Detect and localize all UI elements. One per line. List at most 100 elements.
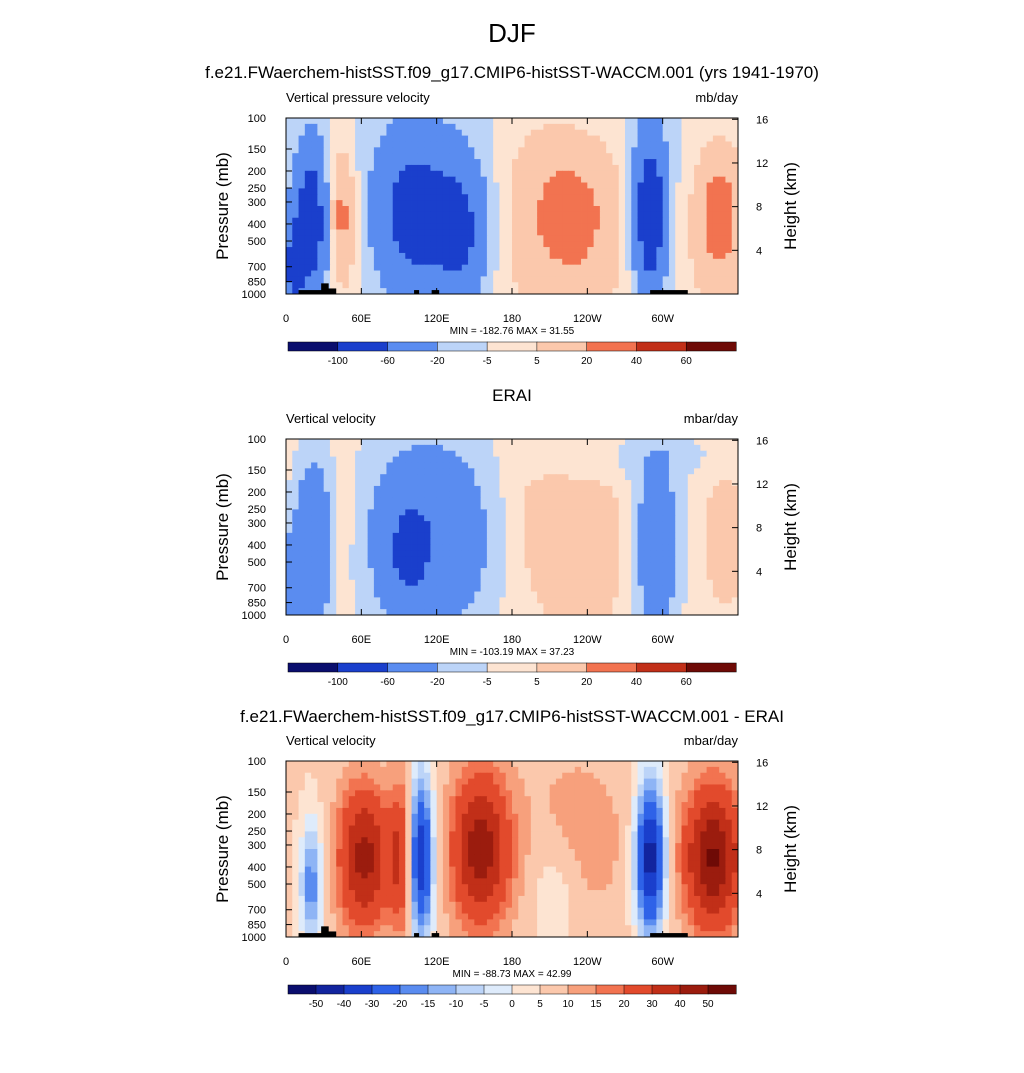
field-cell — [418, 200, 425, 206]
field-cell — [380, 603, 387, 609]
field-cell — [694, 533, 701, 539]
field-cell — [487, 247, 494, 253]
field-cell — [405, 492, 412, 498]
field-cell — [393, 165, 400, 171]
field-cell — [638, 200, 645, 206]
field-cell — [569, 474, 576, 480]
field-cell — [487, 218, 494, 224]
field-cell — [587, 562, 594, 568]
field-cell — [399, 515, 406, 521]
field-cell — [619, 550, 626, 556]
field-cell — [299, 271, 306, 277]
field-cell — [305, 153, 312, 159]
field-cell — [619, 224, 626, 230]
field-cell — [412, 462, 419, 468]
y-tick-label: 850 — [248, 598, 266, 610]
field-cell — [393, 159, 400, 165]
field-cell — [625, 183, 632, 189]
colorbar-label: -100 — [328, 677, 348, 688]
field-cell — [594, 247, 601, 253]
field-cell — [286, 509, 293, 515]
field-cell — [619, 439, 626, 445]
field-cell — [562, 253, 569, 259]
field-cell — [481, 556, 488, 562]
field-cell — [292, 562, 299, 568]
field-cell — [575, 235, 582, 241]
field-cell — [569, 188, 576, 194]
field-cell — [399, 761, 406, 767]
field-cell — [725, 609, 732, 615]
field-cell — [336, 265, 343, 271]
colorbar-label: -5 — [483, 677, 492, 688]
field-cell — [386, 592, 393, 598]
field-cell — [493, 159, 500, 165]
field-cell — [317, 796, 324, 802]
field-cell — [606, 451, 613, 457]
field-cell — [418, 124, 425, 130]
field-cell — [581, 147, 588, 153]
field-cell — [587, 580, 594, 586]
field-cell — [299, 580, 306, 586]
field-cell — [292, 130, 299, 136]
field-cell — [675, 784, 682, 790]
field-cell — [430, 597, 437, 603]
field-cell — [468, 445, 475, 451]
field-cell — [575, 165, 582, 171]
field-cell — [719, 130, 726, 136]
field-cell — [606, 457, 613, 463]
field-cell — [594, 259, 601, 265]
field-cell — [581, 586, 588, 592]
field-cell — [412, 498, 419, 504]
field-cell — [499, 445, 506, 451]
field-cell — [562, 527, 569, 533]
field-cell — [330, 545, 337, 551]
field-cell — [506, 200, 513, 206]
field-cell — [619, 609, 626, 615]
y-right-tick-label: 4 — [756, 245, 762, 257]
field-cell — [336, 773, 343, 779]
field-cell — [719, 282, 726, 288]
field-cell — [600, 603, 607, 609]
field-cell — [330, 533, 337, 539]
field-cell — [531, 480, 538, 486]
field-cell — [550, 784, 557, 790]
field-cell — [462, 761, 469, 767]
field-cell — [663, 586, 670, 592]
field-cell — [638, 592, 645, 598]
field-cell — [286, 212, 293, 218]
field-cell — [537, 568, 544, 574]
field-cell — [656, 212, 663, 218]
field-cell — [324, 259, 331, 265]
field-cell — [499, 603, 506, 609]
field-cell — [531, 194, 538, 200]
field-cell — [694, 276, 701, 282]
field-cell — [550, 188, 557, 194]
field-cell — [543, 457, 550, 463]
panel-3-title: f.e21.FWaerchem-histSST.f09_g17.CMIP6-hi… — [0, 707, 1024, 727]
field-cell — [725, 136, 732, 142]
field-cell — [543, 276, 550, 282]
field-cell — [625, 468, 632, 474]
field-cell — [707, 568, 714, 574]
field-cell — [644, 253, 651, 259]
colorbar-swatch — [587, 663, 637, 672]
field-cell — [581, 141, 588, 147]
field-cell — [594, 276, 601, 282]
field-cell — [531, 790, 538, 796]
field-cell — [575, 147, 582, 153]
field-cell — [474, 118, 481, 124]
field-cell — [612, 784, 619, 790]
field-cell — [299, 767, 306, 773]
field-cell — [518, 486, 525, 492]
field-cell — [305, 183, 312, 189]
field-cell — [481, 124, 488, 130]
y-tick-label: 250 — [248, 183, 266, 195]
field-cell — [650, 159, 657, 165]
field-cell — [355, 492, 362, 498]
field-cell — [725, 486, 732, 492]
field-cell — [675, 592, 682, 598]
field-cell — [424, 177, 431, 183]
field-cell — [707, 603, 714, 609]
field-cell — [518, 504, 525, 510]
